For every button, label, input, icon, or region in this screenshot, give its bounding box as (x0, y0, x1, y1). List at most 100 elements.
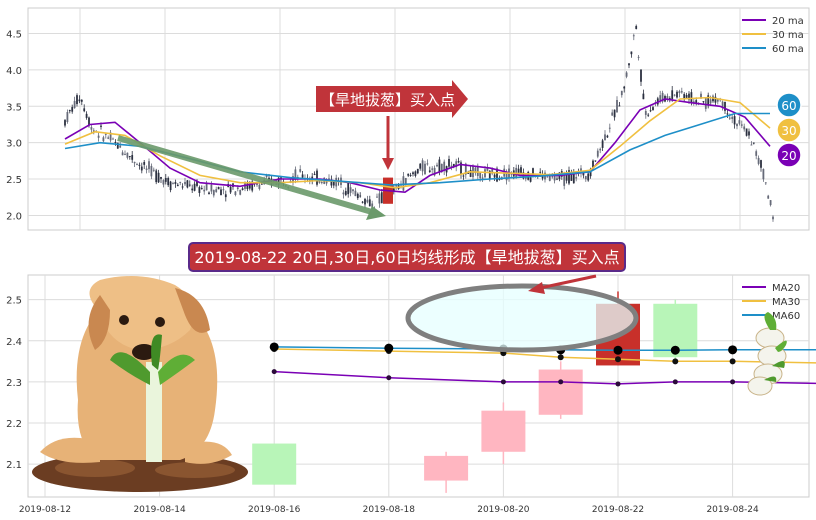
top-candle-body (248, 183, 251, 189)
top-y-tick-label: 3.0 (6, 139, 22, 150)
top-candle-body (704, 97, 707, 109)
top-candle-body (368, 199, 371, 207)
bottom-candle-body (252, 443, 297, 485)
top-candle-body (548, 174, 551, 181)
badge-60: 60 (781, 99, 796, 113)
top-candle-body (258, 184, 261, 190)
top-candle-body (419, 163, 422, 169)
top-candle-body (769, 200, 772, 206)
top-candle-body (592, 160, 594, 168)
bottom-x-tick-label: 2019-08-12 (19, 505, 71, 515)
top-y-tick-label: 3.5 (6, 102, 22, 113)
top-candle-body (174, 182, 177, 184)
top-candle-body (412, 172, 414, 175)
bottom-ma20-point (500, 379, 506, 385)
top-candle-body (436, 164, 438, 167)
top-candle-body (671, 90, 674, 99)
top-candle-body (361, 201, 364, 203)
top-candle-body (462, 175, 465, 177)
top-candle-body (467, 172, 470, 174)
top-candle-body (107, 137, 110, 139)
top-candle-body (119, 145, 122, 148)
top-candle-body (157, 172, 160, 183)
top-candle-body (328, 178, 330, 180)
top-candle-body (124, 153, 126, 155)
top-candle-body (316, 170, 318, 185)
bottom-x-tick-label: 2019-08-22 (592, 505, 644, 515)
top-candle-body (709, 99, 712, 104)
top-candle-body (426, 163, 429, 165)
top-candle-body (277, 177, 280, 185)
top-candle-body (683, 94, 686, 100)
top-candle-body (632, 35, 635, 37)
top-candle-body (205, 182, 208, 191)
top-candle-body (280, 177, 282, 179)
bottom-ma20-point (386, 375, 392, 381)
top-candle-body (479, 172, 482, 179)
top-candle-body (481, 177, 484, 179)
key-candle-arrow (528, 274, 597, 294)
top-candle-body (570, 172, 573, 181)
bottom-ma20-point (558, 379, 564, 385)
top-candle-body (191, 188, 194, 191)
bottom-legend: MA20 MA30 MA60 (742, 283, 800, 322)
top-candle-body (184, 182, 186, 185)
legend-20ma: 20 ma (772, 16, 804, 27)
top-y-tick-label: 4.0 (6, 66, 22, 77)
top-candle-body (109, 132, 112, 141)
top-candle-body (443, 161, 446, 171)
bottom-y-tick-label: 2.4 (6, 337, 22, 348)
top-candle-body (260, 183, 263, 185)
top-candle-body (752, 142, 755, 144)
legend-30ma: 30 ma (772, 30, 804, 41)
top-candle-body (743, 126, 746, 130)
bottom-ma60-point (728, 345, 738, 355)
bottom-ma60-point (384, 343, 394, 353)
top-candle-body (83, 108, 86, 112)
top-candle-body (611, 112, 614, 116)
top-candle-body (143, 162, 146, 165)
badge-30: 30 (781, 124, 796, 138)
top-candle-body (604, 134, 606, 141)
top-candle-body (692, 101, 695, 104)
top-candle-body (352, 189, 354, 192)
top-candle-body (712, 96, 714, 102)
top-candle-body (460, 162, 462, 175)
top-candle-body (688, 93, 690, 100)
top-candle-body (342, 192, 345, 195)
top-legend: 20 ma 30 ma 60 ma (742, 16, 804, 55)
top-y-tick-label: 2.5 (6, 175, 22, 186)
top-candle-body (685, 94, 688, 98)
top-candle-body (673, 94, 676, 96)
top-candle-body (695, 100, 698, 104)
top-candle-body (750, 144, 753, 146)
top-candle-body (608, 127, 611, 129)
bottom-y-tick-label: 2.2 (6, 419, 22, 430)
top-candle-body (469, 169, 472, 177)
top-candle-body (133, 161, 136, 164)
top-candle-body (637, 56, 640, 58)
top-candle-body (88, 117, 90, 126)
bottom-ma30-line (274, 348, 816, 364)
top-candle-body (347, 182, 350, 195)
top-candle-body (332, 181, 335, 186)
top-candle-body (748, 131, 750, 136)
top-candle-body (152, 169, 155, 171)
top-candle-body (222, 189, 225, 191)
top-candle-body (212, 190, 215, 196)
top-candle-body (678, 91, 681, 94)
bottom-ma60-point (613, 345, 623, 355)
top-candle-body (762, 169, 765, 180)
title-banner: 2019-08-22 20日,30日,60日均线形成【旱地拔葱】买入点 (188, 242, 626, 272)
bottom-candle-body (424, 455, 469, 481)
top-candle-body (613, 109, 616, 118)
top-candle-body (210, 184, 213, 192)
top-candle-body (496, 168, 498, 182)
bottom-ma20-point (730, 379, 736, 385)
top-candle-body (474, 167, 477, 174)
top-candle-body (755, 151, 758, 156)
top-candle-body (395, 185, 398, 187)
top-candle-body (740, 124, 743, 126)
top-candle-body (85, 113, 88, 118)
bottom-ma20-point (615, 381, 621, 387)
